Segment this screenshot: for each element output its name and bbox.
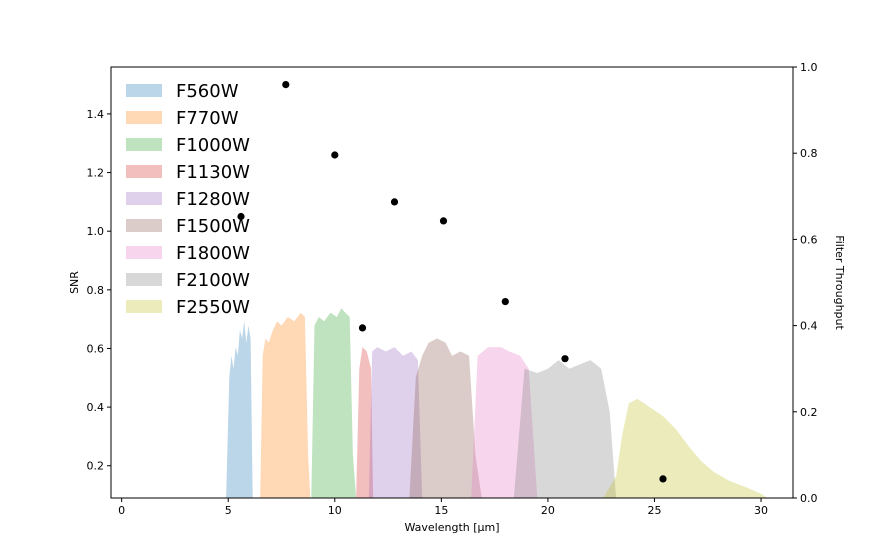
- snr-point-2: [282, 81, 290, 89]
- y-tick-label: 0.4: [87, 401, 105, 414]
- x-tick-label: 20: [541, 504, 555, 517]
- y-axis-label: SNR: [68, 271, 81, 294]
- snr-point-4: [358, 324, 367, 332]
- snr-point-9: [659, 475, 667, 483]
- filter-area-f2550w: [603, 398, 768, 498]
- x-axis-label: Wavelength [μm]: [404, 521, 499, 534]
- y2-tick-label: 0.6: [800, 233, 818, 246]
- filter-area-f1800w: [471, 347, 538, 498]
- snr-point-1: [237, 212, 245, 221]
- legend-label-f1500w: F1500W: [176, 216, 250, 237]
- filter-throughput-areas: [226, 308, 768, 498]
- legend-swatch-f2550w: [126, 300, 162, 313]
- filter-area-f1280w: [368, 347, 423, 498]
- snr-point-3: [331, 151, 339, 159]
- legend-label-f1280w: F1280W: [176, 189, 250, 210]
- filter-area-f770w: [260, 312, 311, 498]
- x-tick-label: 25: [647, 504, 661, 517]
- snr-point-8: [561, 355, 569, 363]
- y-tick-label: 1.4: [87, 108, 105, 121]
- legend-label-f770w: F770W: [176, 108, 239, 129]
- y2-tick-label: 0.2: [800, 406, 818, 419]
- legend-label-f1000w: F1000W: [176, 135, 250, 156]
- y-axis-throughput: 0.0 0.2 0.4 0.6 0.8 1.0: [793, 61, 818, 505]
- legend-label-f2550w: F2550W: [176, 297, 250, 318]
- y-axis-snr: 0.2 0.4 0.6 0.8 1.0 1.2 1.4: [87, 108, 111, 473]
- snr-point-5: [390, 198, 399, 206]
- y-tick-label: 1.2: [87, 167, 105, 180]
- y-tick-label: 0.6: [87, 342, 105, 355]
- legend-label-f1130w: F1130W: [176, 162, 250, 183]
- y-tick-label: 0.8: [87, 284, 105, 297]
- filter-area-f1130w: [356, 347, 374, 498]
- legend-label-f1800w: F1800W: [176, 243, 250, 264]
- snr-point-6: [439, 217, 448, 225]
- legend: F560W F770W F1000W F1130W F1280W F1500W F1800W…: [126, 81, 250, 318]
- y-tick-label: 1.0: [87, 225, 105, 238]
- legend-swatch-f1130w: [126, 165, 162, 178]
- legend-swatch-f2100w: [126, 273, 162, 286]
- legend-swatch-f1800w: [126, 246, 162, 259]
- y2-tick-label: 0.8: [800, 147, 818, 160]
- legend-label-f2100w: F2100W: [176, 270, 250, 291]
- y2-tick-label: 1.0: [800, 61, 818, 74]
- filter-area-f560w: [226, 321, 256, 498]
- filter-area-f1500w: [409, 338, 482, 498]
- snr-points: [237, 81, 667, 483]
- plot-frame: [110, 66, 794, 499]
- y2-tick-label: 0.0: [800, 492, 818, 505]
- x-axis: 0 5 10 15 20 25 30: [118, 498, 768, 517]
- legend-swatch-f1280w: [126, 192, 162, 205]
- y2-tick-label: 0.4: [800, 320, 818, 333]
- x-tick-label: 15: [434, 504, 448, 517]
- x-tick-label: 0: [118, 504, 125, 517]
- legend-swatch-f1500w: [126, 219, 162, 232]
- x-tick-label: 5: [225, 504, 232, 517]
- x-tick-label: 10: [328, 504, 342, 517]
- x-tick-label: 30: [754, 504, 768, 517]
- legend-label-f560w: F560W: [176, 81, 239, 102]
- legend-swatch-f770w: [126, 111, 162, 124]
- snr-point-7: [501, 298, 509, 306]
- filter-area-f1000w: [311, 308, 357, 498]
- y-tick-label: 0.2: [87, 460, 105, 473]
- filter-area-f2100w: [513, 360, 617, 498]
- legend-swatch-f1000w: [126, 138, 162, 151]
- legend-swatch-f560w: [126, 84, 162, 97]
- y2-axis-label: Filter Throughput: [833, 235, 846, 330]
